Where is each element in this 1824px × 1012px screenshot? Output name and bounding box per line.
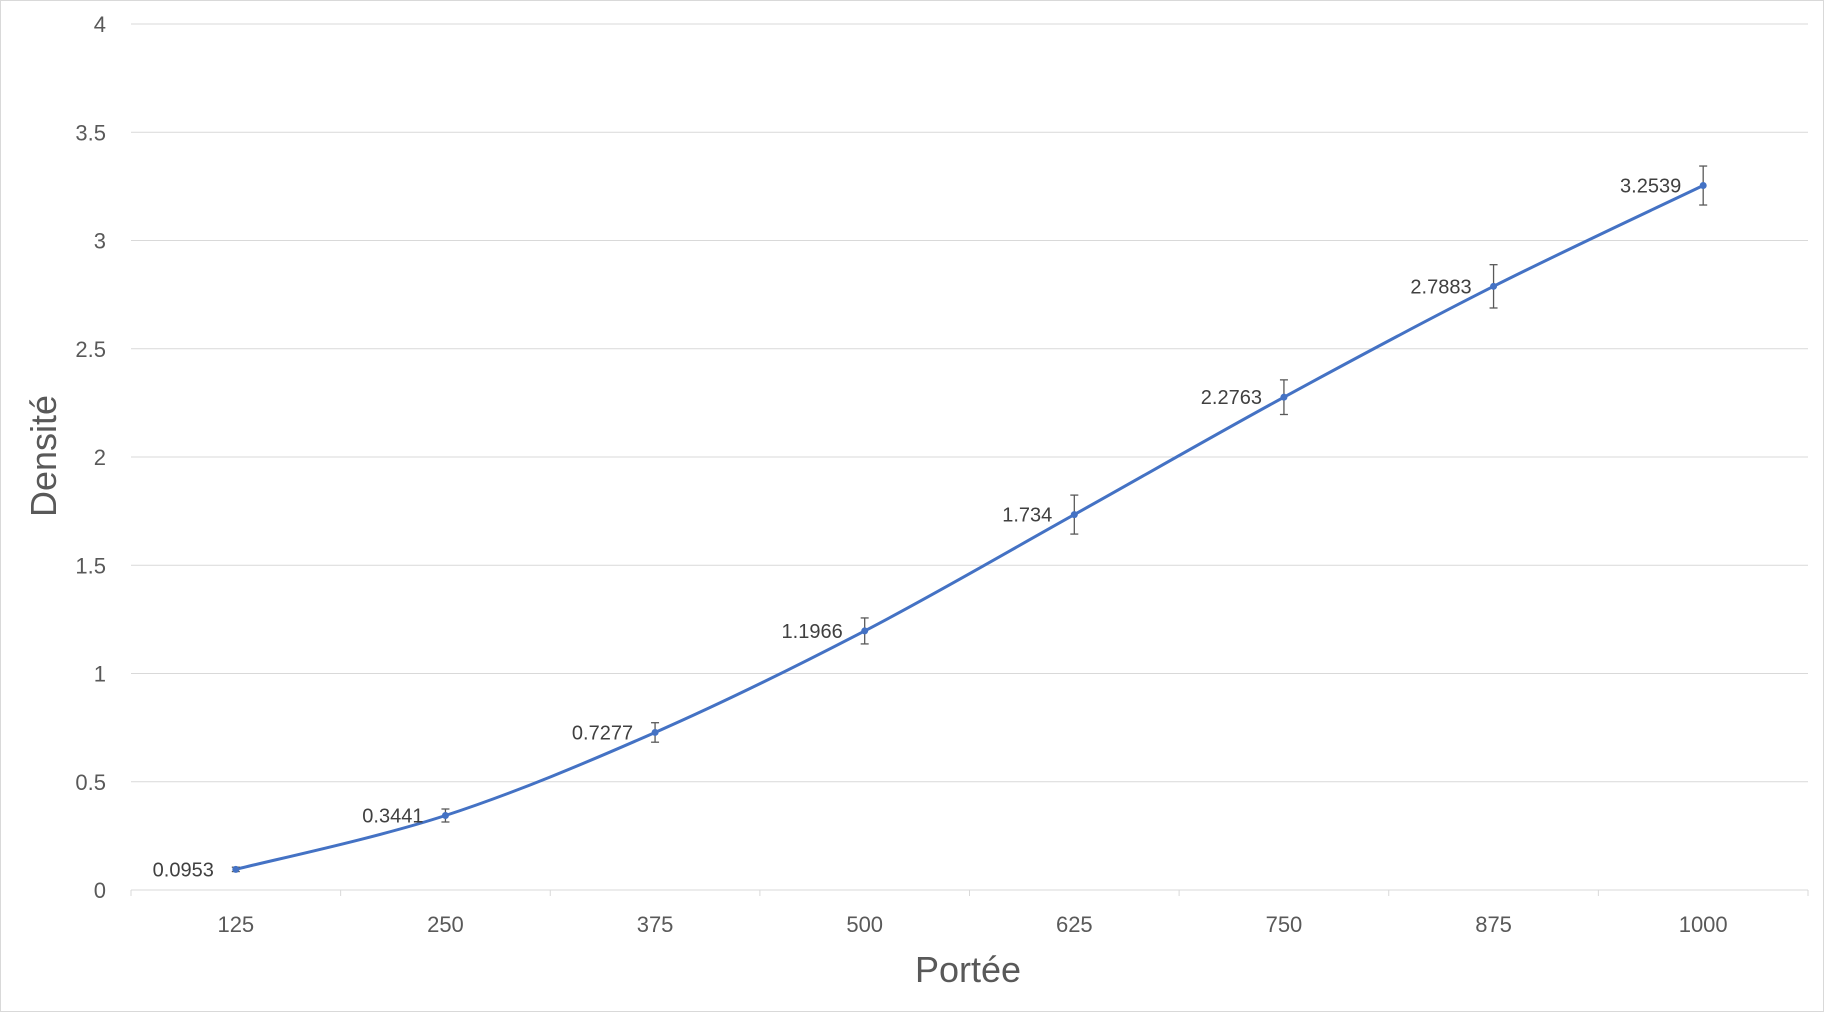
x-tick-label: 1000 [1679, 912, 1728, 937]
y-axis-ticks: 0 0.5 1 1.5 2 2.5 3 3.5 4 [75, 12, 106, 903]
data-label: 3.2539 [1620, 176, 1681, 198]
data-point [232, 865, 240, 873]
data-point [1699, 182, 1707, 190]
data-label: 1.734 [1002, 505, 1052, 527]
data-label: 2.7883 [1410, 276, 1471, 298]
x-tick-label: 375 [637, 912, 674, 937]
x-tick-label: 750 [1266, 912, 1303, 937]
data-point [1280, 393, 1288, 401]
y-tick-label: 0.5 [75, 770, 106, 795]
data-label: 1.1966 [782, 621, 843, 643]
y-tick-label: 3 [94, 229, 106, 254]
x-tick-label: 125 [217, 912, 254, 937]
data-label: 0.7277 [572, 722, 633, 744]
data-point [441, 812, 449, 820]
data-point [651, 728, 659, 736]
x-axis-title: Portée [915, 949, 1021, 990]
data-point [861, 627, 869, 635]
data-label: 2.2763 [1201, 387, 1262, 409]
y-tick-label: 4 [94, 12, 106, 37]
series-line [235, 184, 1704, 871]
x-tick-label: 625 [1056, 912, 1093, 937]
x-axis-ticks: 125 250 375 500 625 750 875 1000 [130, 890, 1809, 937]
data-point [1070, 511, 1078, 519]
x-tick-label: 500 [846, 912, 883, 937]
y-axis-title: Densité [23, 395, 64, 517]
y-tick-label: 2 [94, 445, 106, 470]
data-label: 0.0953 [153, 859, 214, 881]
data-point [1490, 282, 1498, 290]
x-tick-label: 250 [427, 912, 464, 937]
gridlines [131, 23, 1808, 891]
data-label: 0.3441 [362, 806, 423, 828]
series-density [231, 165, 1708, 873]
data-labels: 0.0953 0.3441 0.7277 1.1966 1.734 2.2763 2.788… [153, 176, 1682, 882]
y-tick-label: 1.5 [75, 553, 106, 578]
y-tick-label: 1 [94, 662, 106, 687]
y-tick-label: 0 [94, 878, 106, 903]
y-tick-label: 2.5 [75, 337, 106, 362]
y-tick-label: 3.5 [75, 120, 106, 145]
x-tick-label: 875 [1475, 912, 1512, 937]
